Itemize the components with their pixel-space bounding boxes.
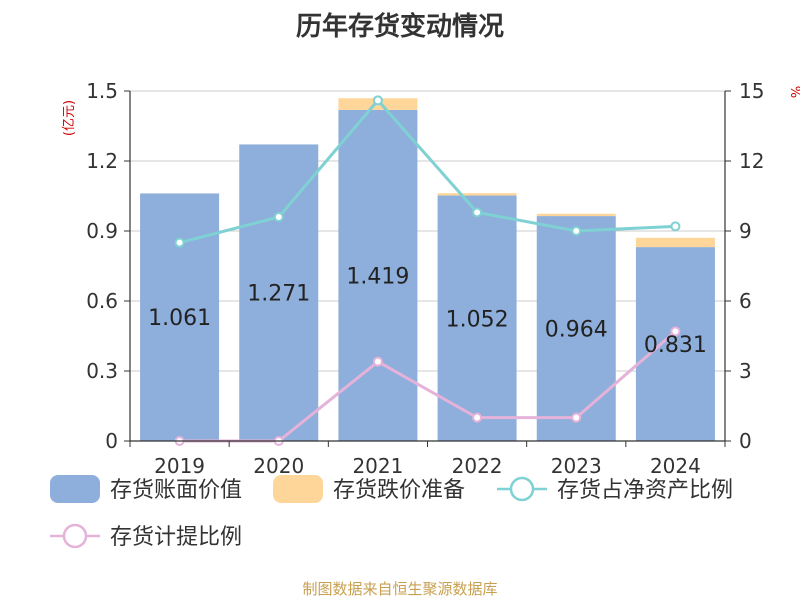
x-tick-label: 2022	[452, 454, 503, 478]
line-inventory-to-net-assets	[179, 98, 676, 245]
right-tick-label: 15	[739, 79, 764, 103]
bar-value-label: 0.831	[644, 333, 707, 358]
bar-impairment-reserve	[437, 193, 517, 196]
bar-book-value	[338, 109, 418, 442]
right-axis-unit-label: %	[790, 86, 800, 98]
left-tick-label: 0.3	[86, 359, 118, 383]
bar-book-value	[437, 195, 517, 441]
right-tick-label: 6	[739, 289, 752, 313]
x-tick-label: 2019	[154, 454, 205, 478]
right-tick-label: 3	[739, 359, 752, 383]
bar-book-value	[239, 144, 319, 441]
point-inventory-to-net-assets	[372, 95, 383, 106]
labels-layer: 1.061 1.271 1.419 1.052 0.964 0.831	[148, 264, 707, 358]
bar-book-value	[536, 216, 616, 441]
point-provision-ratio	[372, 356, 383, 367]
bar-value-label: 1.052	[446, 307, 509, 332]
point-inventory-to-net-assets	[472, 207, 483, 218]
legend-label: 存货跌价准备	[333, 478, 465, 503]
x-tick-label: 2024	[650, 454, 701, 478]
left-tick-label: 0.6	[86, 289, 118, 313]
left-tick-label: 0	[105, 429, 118, 453]
bar-value-label: 1.061	[148, 306, 211, 331]
x-tick-label: 2021	[352, 454, 403, 478]
legend-swatch-marker	[62, 523, 88, 549]
point-provision-ratio	[670, 326, 681, 337]
axes-layer: 0 0.3 0.6 0.9 1.2 1.5 0 3 6 9 12 15 (亿元)% 2019 2020 202…	[62, 79, 800, 478]
left-tick-label: 0.9	[86, 219, 118, 243]
bar-value-label: 1.271	[247, 282, 310, 307]
left-tick-label: 1.5	[86, 79, 118, 103]
right-tick-label: 9	[739, 219, 752, 243]
left-axis-unit-label: (亿元)	[62, 100, 77, 136]
legend-label: 存货账面价值	[110, 478, 242, 503]
legend-swatch-marker	[509, 476, 535, 502]
right-tick-label: 12	[739, 149, 764, 173]
x-tick-label: 2020	[253, 454, 304, 478]
bar-impairment-reserve	[635, 237, 715, 248]
inventory-chart: 0 0.3 0.6 0.9 1.2 1.5 0 3 6 9 12 15 (亿元)% 2019 2020 202…	[50, 79, 800, 550]
point-provision-ratio	[472, 412, 483, 423]
right-tick-label: 0	[739, 429, 752, 453]
point-provision-ratio	[571, 412, 582, 423]
point-inventory-to-net-assets	[670, 221, 681, 232]
data-source-note: 制图数据来自恒生聚源数据库	[302, 580, 498, 598]
legend-swatch-bar	[50, 475, 100, 503]
bar-value-label: 0.964	[545, 318, 608, 343]
point-inventory-to-net-assets	[174, 237, 185, 248]
chart-title: 历年存货变动情况	[295, 12, 504, 42]
bar-book-value	[635, 247, 715, 441]
legend-label: 存货占净资产比例	[557, 478, 733, 503]
legend-label: 存货计提比例	[110, 525, 242, 550]
bar-impairment-reserve	[536, 213, 616, 217]
point-inventory-to-net-assets	[571, 226, 582, 236]
x-tick-label: 2023	[551, 454, 602, 478]
legend-swatch-bar	[273, 475, 323, 503]
left-tick-label: 1.2	[86, 149, 118, 173]
bar-value-label: 1.419	[346, 264, 409, 289]
point-inventory-to-net-assets	[273, 212, 284, 222]
